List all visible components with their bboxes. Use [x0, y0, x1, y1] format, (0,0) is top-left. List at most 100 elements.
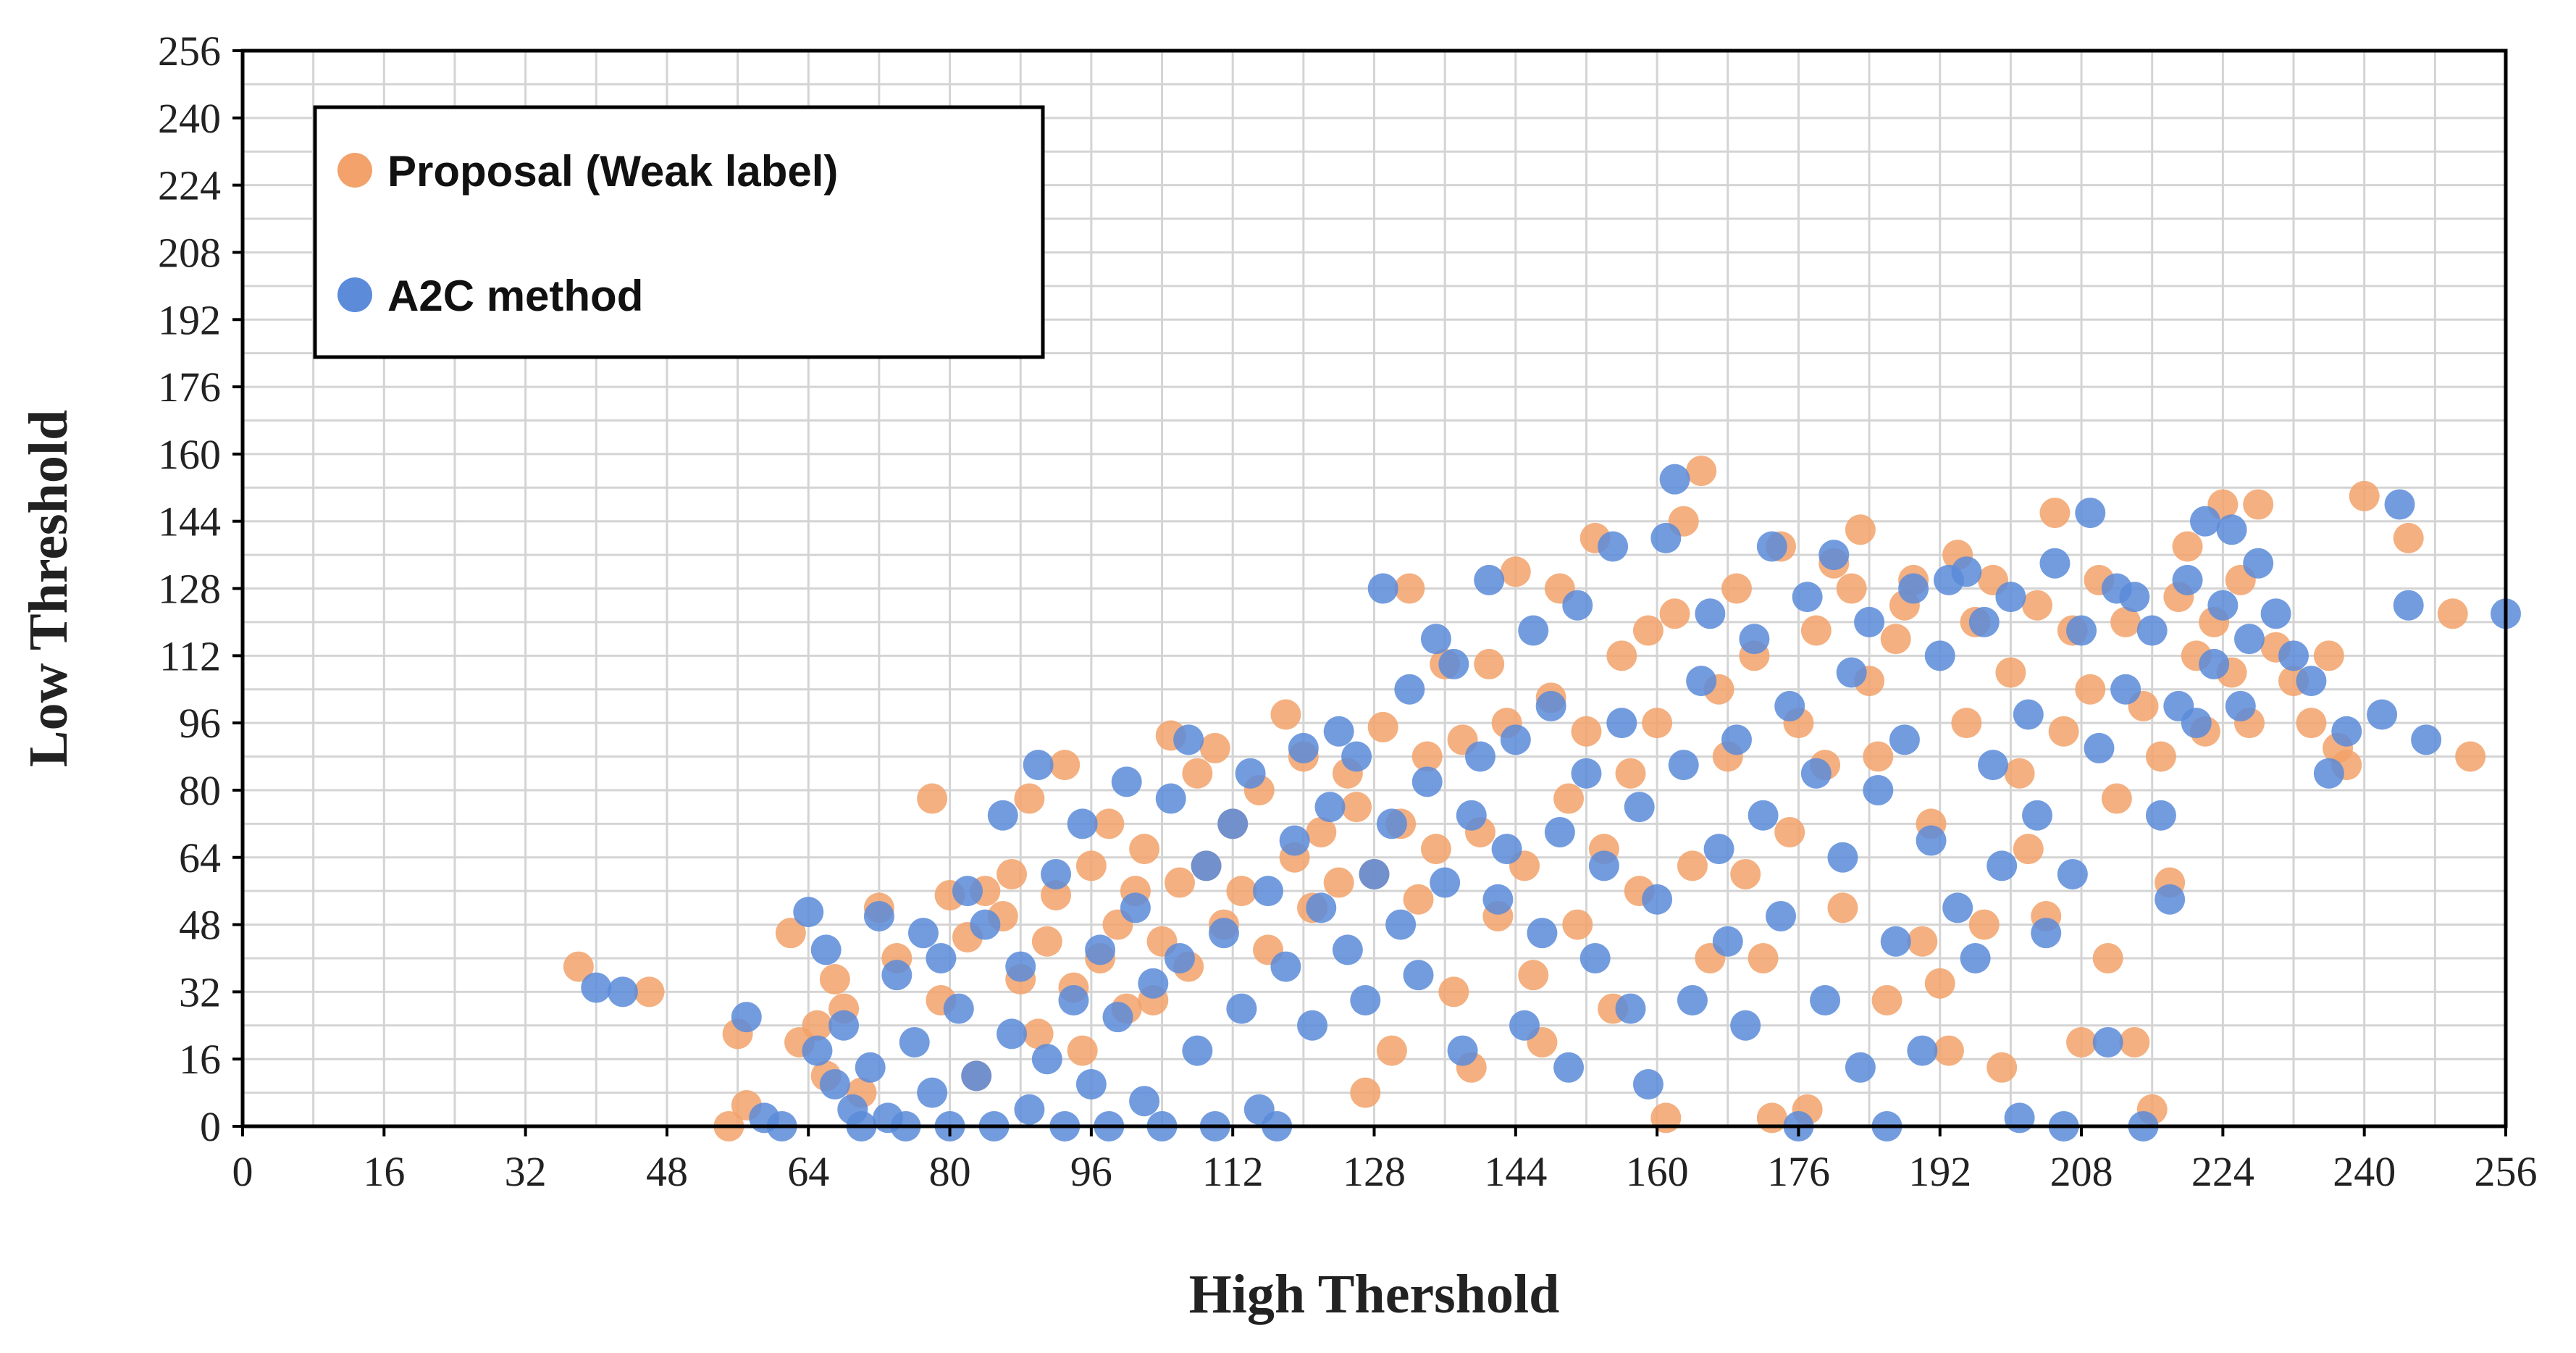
point-a2c [1588, 850, 1619, 881]
point-proposal [1270, 699, 1301, 730]
legend-label-a2c: A2C method [387, 272, 643, 320]
point-proposal [1376, 1035, 1407, 1066]
point-proposal [1500, 556, 1531, 587]
point-a2c [926, 942, 957, 973]
point-proposal [1845, 514, 1876, 545]
point-a2c [1058, 984, 1089, 1015]
x-tick-label: 144 [1484, 1148, 1547, 1195]
point-a2c [2199, 648, 2230, 679]
point-a2c [1253, 876, 1284, 907]
point-a2c [1023, 750, 1054, 781]
point-proposal [917, 783, 948, 814]
point-a2c [2004, 1102, 2035, 1134]
point-a2c [1677, 984, 1708, 1015]
x-tick-label: 176 [1767, 1148, 1830, 1195]
point-proposal [1041, 879, 1072, 910]
point-proposal [802, 1010, 833, 1041]
point-a2c [1509, 1010, 1540, 1041]
point-a2c [1350, 984, 1381, 1015]
point-a2c [1491, 834, 1522, 865]
point-a2c [2216, 514, 2247, 545]
point-a2c [1314, 792, 1346, 823]
point-a2c [1138, 968, 1169, 999]
point-proposal [1677, 850, 1708, 881]
x-tick-label: 192 [1908, 1148, 1971, 1195]
point-proposal [2243, 489, 2274, 520]
point-a2c [1031, 1044, 1062, 1075]
point-a2c [793, 897, 824, 928]
point-proposal [1403, 884, 1434, 915]
point-a2c [1942, 892, 1973, 923]
point-a2c [2367, 699, 2398, 730]
y-tick-label: 256 [158, 28, 221, 75]
point-proposal [1721, 573, 1752, 604]
y-tick-label: 96 [179, 700, 221, 747]
point-a2c [1968, 606, 2000, 637]
point-proposal [1420, 834, 1451, 865]
point-a2c [970, 909, 1001, 940]
point-a2c [2155, 884, 2186, 915]
point-a2c [2207, 590, 2239, 621]
point-a2c [1756, 531, 1787, 562]
point-a2c [2278, 640, 2309, 671]
point-a2c [2313, 758, 2344, 789]
point-a2c [2075, 498, 2106, 529]
point-proposal [563, 951, 594, 982]
legend: Proposal (Weak label) A2C method [313, 105, 1045, 359]
point-proposal [1049, 750, 1081, 781]
legend-marker-a2c [337, 277, 372, 312]
point-proposal [1650, 1102, 1682, 1134]
point-proposal [1863, 741, 1894, 772]
point-proposal [1774, 816, 1805, 847]
point-proposal [1986, 1052, 2018, 1083]
point-a2c [1191, 850, 1222, 881]
point-a2c [2260, 598, 2291, 629]
point-proposal [1014, 783, 1045, 814]
y-tick-label: 240 [158, 95, 221, 142]
x-tick-label: 256 [2475, 1148, 2538, 1195]
point-a2c [1606, 708, 1637, 739]
point-a2c [1774, 690, 1805, 721]
point-a2c [997, 1018, 1028, 1050]
y-tick-labels: 0 16 32 48 64 80 96 112 128 144 160 176 192 208 224 240… [158, 28, 243, 1150]
point-a2c [2181, 708, 2212, 739]
point-proposal [2075, 674, 2106, 705]
point-a2c [1659, 464, 1690, 495]
point-a2c [1836, 657, 1867, 688]
point-a2c [1430, 867, 1461, 898]
point-a2c [987, 800, 1018, 831]
point-a2c [1385, 909, 1417, 940]
point-a2c [1766, 900, 1797, 931]
point-a2c [1907, 1035, 1938, 1066]
legend-marker-proposal [337, 153, 372, 188]
point-a2c [1818, 540, 1850, 571]
point-proposal [2296, 708, 2327, 739]
point-a2c [1411, 766, 1443, 797]
point-a2c [1845, 1052, 1876, 1083]
point-a2c [1695, 598, 1726, 629]
x-tick-label: 48 [646, 1148, 688, 1195]
point-proposal [1182, 758, 1213, 789]
point-a2c [1482, 884, 1514, 915]
point-proposal [1164, 867, 1195, 898]
x-tick-label: 0 [232, 1148, 253, 1195]
point-a2c [2031, 918, 2062, 949]
point-proposal [2119, 1026, 2150, 1057]
point-a2c [1889, 724, 1920, 755]
point-proposal [1642, 708, 1673, 739]
point-proposal [1632, 615, 1664, 646]
point-a2c [899, 1026, 930, 1057]
point-a2c [2189, 506, 2220, 537]
point-a2c [1686, 666, 1717, 697]
x-tick-label: 224 [2191, 1148, 2254, 1195]
point-proposal [1748, 942, 1779, 973]
point-a2c [1924, 640, 1955, 671]
point-proposal [2437, 598, 2468, 629]
point-a2c [943, 993, 974, 1024]
x-tick-label: 32 [505, 1148, 547, 1195]
point-a2c [1827, 842, 1858, 873]
point-a2c [1986, 850, 2018, 881]
point-a2c [1226, 993, 1257, 1024]
point-proposal [1199, 732, 1230, 763]
